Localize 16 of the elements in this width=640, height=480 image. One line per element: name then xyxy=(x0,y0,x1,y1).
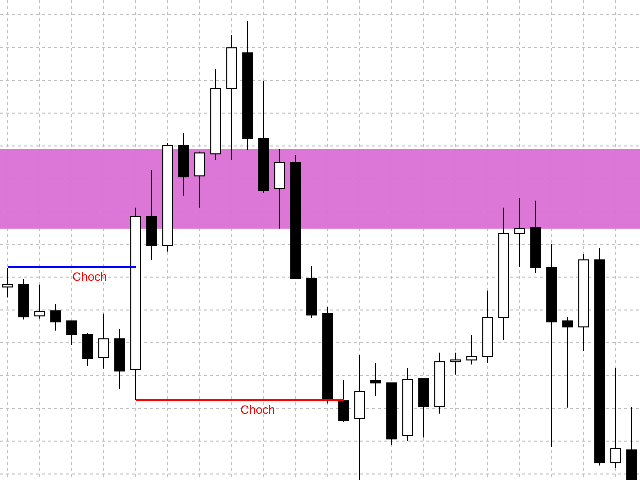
candlestick xyxy=(562,316,574,408)
candlestick xyxy=(66,320,78,346)
candlestick xyxy=(450,352,462,376)
candlestick xyxy=(82,332,94,367)
candlestick xyxy=(50,304,62,332)
candlestick xyxy=(2,267,14,298)
candlestick xyxy=(610,368,622,469)
candlestick xyxy=(34,284,46,320)
candlestick xyxy=(466,334,478,366)
annotation: Choch xyxy=(240,403,276,418)
annotation: Choch xyxy=(72,270,108,284)
candlestick xyxy=(370,362,382,397)
candlestick xyxy=(194,151,206,208)
candlestick xyxy=(338,379,350,423)
candlestick xyxy=(514,198,526,268)
candlestick xyxy=(98,313,110,370)
